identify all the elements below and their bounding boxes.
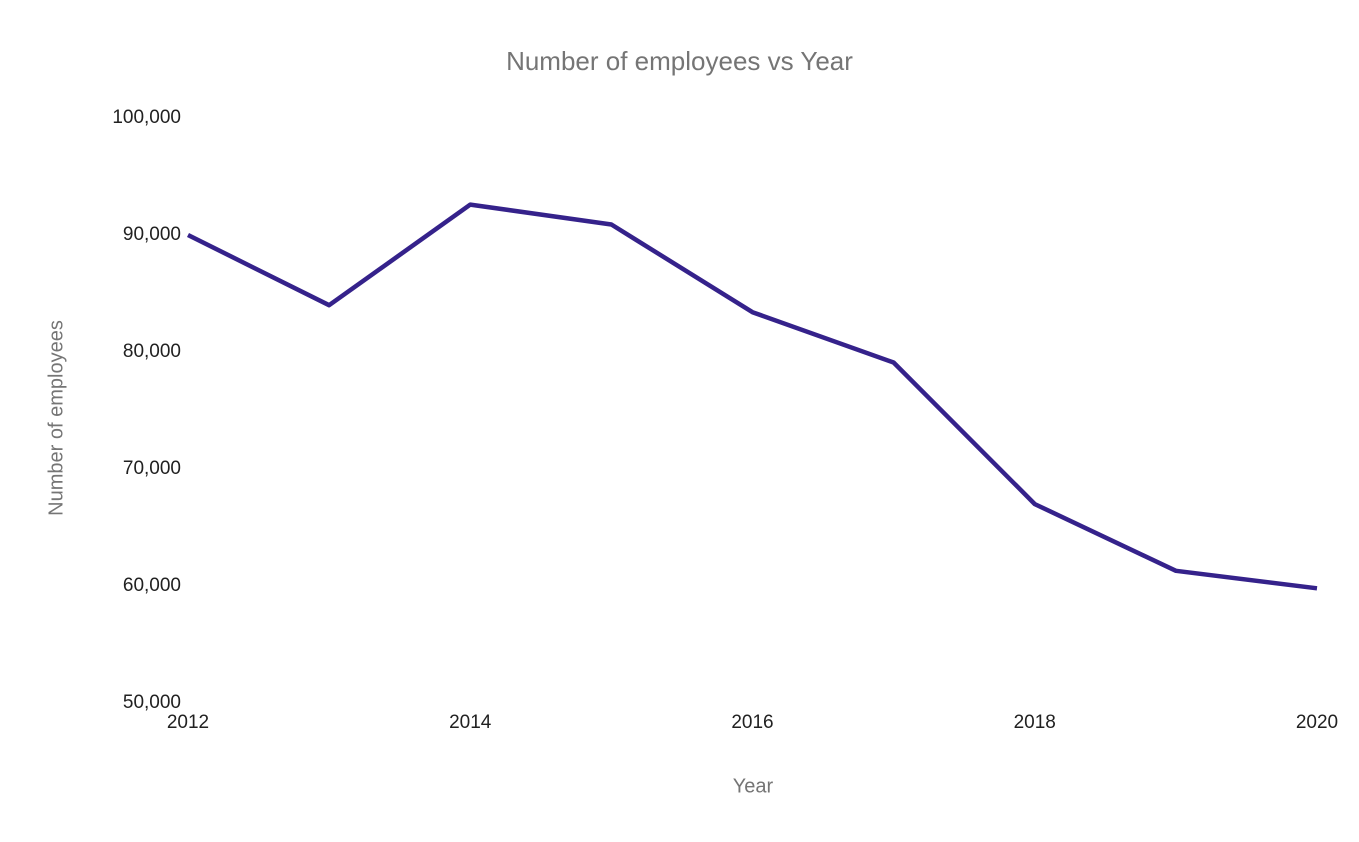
x-axis-title: Year	[732, 775, 774, 798]
y-tick-label: 60,000	[122, 575, 181, 596]
x-tick-label: 2018	[1013, 712, 1056, 733]
y-tick-label: 70,000	[122, 458, 181, 479]
x-tick-label: 2016	[731, 712, 774, 733]
y-tick-label: 90,000	[122, 224, 181, 245]
x-tick-label: 2012	[166, 712, 210, 733]
y-tick-label: 80,000	[122, 341, 181, 362]
x-tick-label: 2020	[1295, 712, 1339, 733]
x-tick-label: 2014	[449, 712, 492, 733]
y-tick-label: 50,000	[122, 692, 181, 713]
employees-series-line	[186, 202, 1318, 591]
y-tick-label: 100,000	[112, 107, 181, 128]
chart-title: Number of employees vs Year	[506, 46, 853, 76]
